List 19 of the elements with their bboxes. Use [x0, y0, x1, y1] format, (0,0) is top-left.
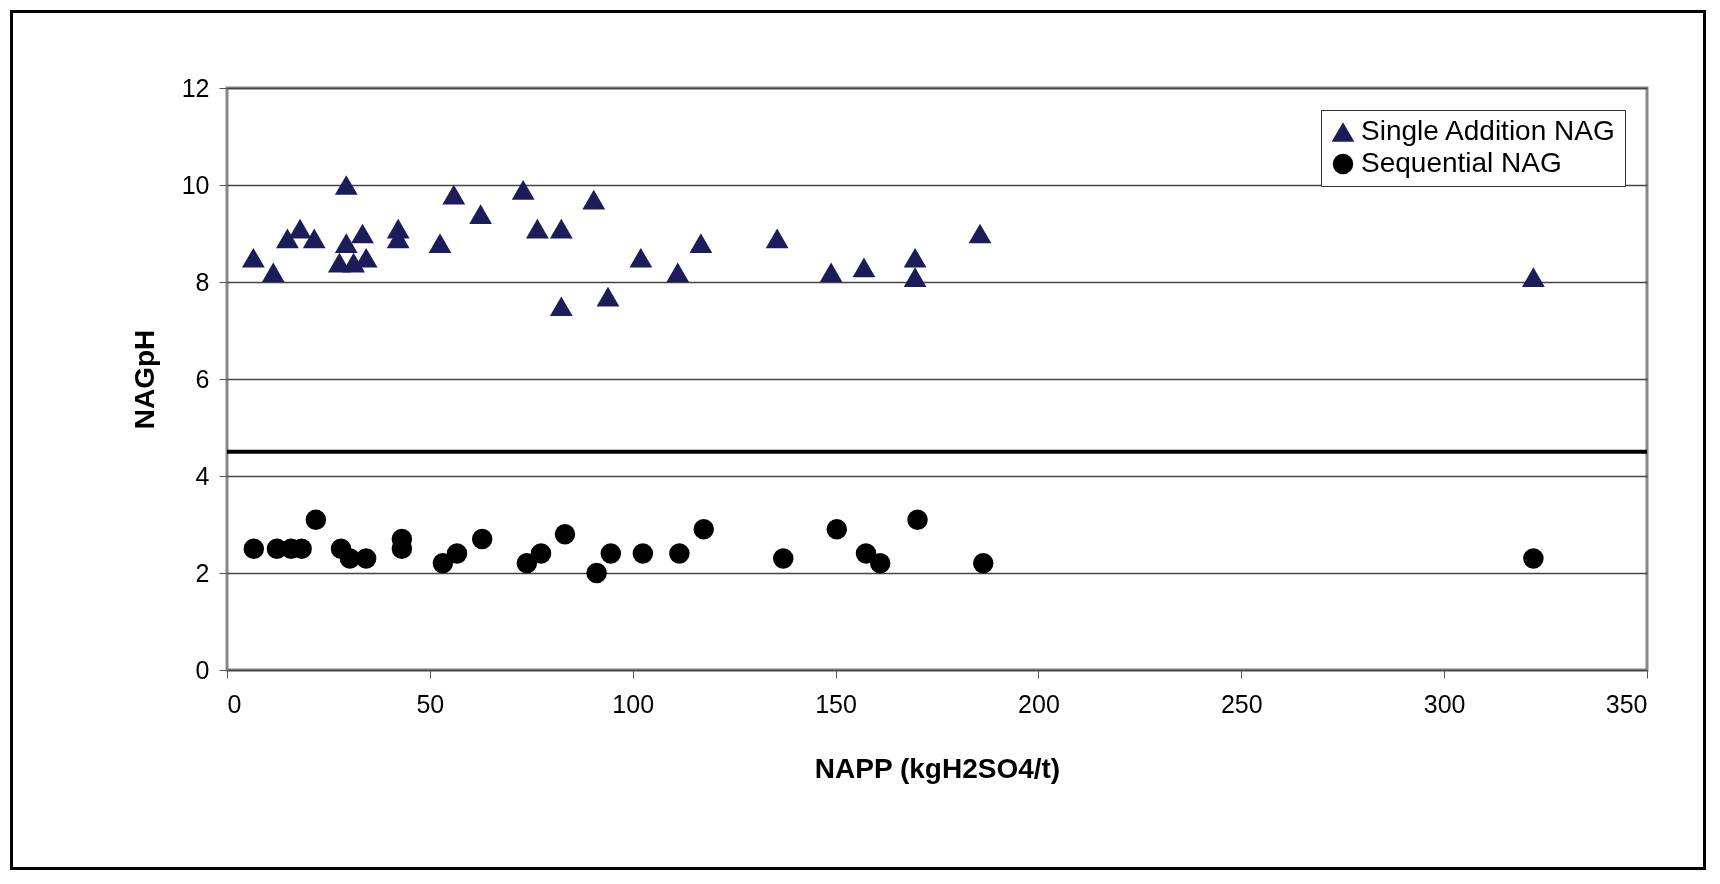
legend-label: Single Addition NAG: [1361, 115, 1615, 146]
y-tick-label: 12: [181, 73, 210, 102]
x-axis-title: NAPP (kgH2SO4/t): [814, 752, 1061, 784]
x-tick-label: 100: [612, 689, 655, 718]
x-tick-label: 250: [1220, 689, 1263, 718]
y-tick-label: 10: [181, 170, 210, 199]
x-tick-label: 350: [1605, 689, 1648, 718]
y-tick-label: 8: [195, 267, 210, 296]
legend-label: Sequential NAG: [1361, 147, 1562, 178]
y-axis-title: NAGpH: [128, 329, 160, 430]
x-tick-label: 50: [416, 689, 445, 718]
y-tick-label: 2: [195, 558, 210, 587]
y-tick-label: 6: [195, 364, 210, 393]
x-tick-label: 150: [815, 689, 857, 718]
y-tick-label: 4: [195, 461, 210, 490]
x-tick-label: 0: [227, 689, 242, 718]
y-tick-label: 0: [195, 655, 210, 684]
x-tick-label: 200: [1018, 689, 1060, 718]
x-tick-label: 300: [1423, 689, 1466, 718]
